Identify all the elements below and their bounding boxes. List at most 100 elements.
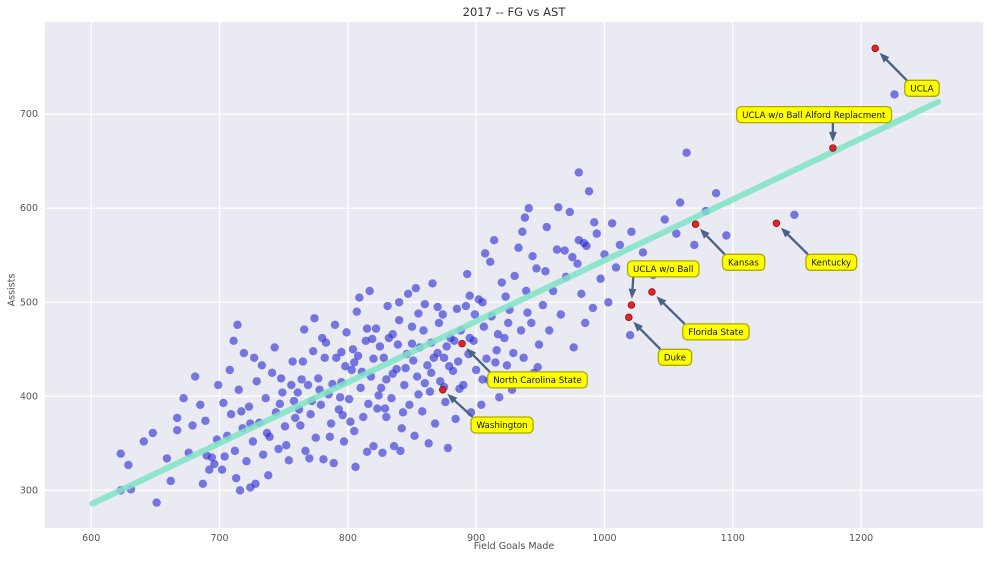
data-point — [545, 326, 554, 335]
data-point — [532, 264, 541, 273]
data-point — [162, 454, 172, 463]
data-point — [491, 358, 500, 367]
annotation-arrowhead — [780, 227, 791, 238]
data-point — [355, 293, 364, 302]
data-point — [471, 365, 481, 375]
data-point — [418, 407, 427, 416]
data-point — [205, 465, 214, 474]
annotation-label-text: Washington — [477, 421, 528, 431]
data-point — [166, 476, 175, 486]
data-point — [519, 353, 528, 362]
data-point — [711, 188, 721, 198]
x-tick-label: 700 — [210, 533, 228, 544]
data-point — [400, 380, 409, 390]
data-point — [342, 328, 351, 337]
annotation-arrowhead — [447, 393, 458, 404]
annotation-label-box — [657, 348, 693, 366]
data-point — [190, 372, 200, 381]
data-point — [470, 310, 480, 319]
data-point — [625, 330, 635, 340]
annotation-label-text: UCLA w/o Ball Alford Replacment — [742, 111, 886, 121]
data-point — [411, 283, 421, 293]
data-point — [284, 456, 294, 465]
data-point — [249, 353, 259, 362]
data-point — [568, 252, 577, 262]
data-point — [577, 289, 586, 299]
data-point — [461, 301, 471, 311]
data-point — [690, 240, 699, 250]
annotated-point — [829, 144, 837, 152]
data-point — [329, 458, 338, 468]
data-point — [560, 246, 569, 255]
data-point — [478, 375, 487, 384]
data-point — [611, 263, 621, 272]
data-point — [262, 428, 272, 438]
data-point — [434, 318, 444, 328]
data-point — [369, 354, 378, 363]
data-point — [424, 439, 433, 448]
data-point — [523, 308, 532, 317]
data-point — [210, 459, 219, 469]
data-point — [172, 413, 182, 423]
data-point — [412, 372, 422, 381]
data-point — [301, 446, 310, 456]
data-point — [341, 362, 350, 371]
data-point — [442, 342, 451, 351]
data-point — [305, 454, 314, 463]
data-point — [420, 378, 430, 388]
y-tick-label: 500 — [20, 297, 38, 308]
chart-title: 2017 -- FG vs AST — [462, 5, 566, 19]
data-point — [444, 362, 454, 371]
data-point — [330, 320, 340, 330]
annotation-label-box — [805, 253, 858, 271]
data-point — [573, 259, 582, 268]
data-point — [388, 369, 397, 378]
x-tick-label: 900 — [467, 533, 485, 544]
annotation-arrow — [631, 276, 635, 292]
data-point — [116, 449, 125, 458]
data-point — [439, 353, 449, 362]
data-point — [270, 343, 279, 352]
data-point — [596, 274, 605, 283]
data-point — [441, 397, 450, 407]
annotation-label-box — [626, 260, 700, 278]
data-point — [296, 421, 305, 430]
data-point — [465, 333, 474, 343]
data-point — [492, 346, 501, 355]
data-point — [124, 460, 133, 470]
annotation-arrow — [638, 326, 662, 351]
y-tick-label: 700 — [20, 109, 38, 120]
data-point — [396, 446, 405, 456]
annotation-label-text: UCLA w/o Ball — [633, 265, 693, 275]
data-point — [289, 396, 299, 406]
data-point — [394, 298, 404, 307]
data-point — [477, 400, 486, 409]
data-point — [234, 385, 243, 394]
data-point — [380, 404, 390, 413]
data-point — [574, 168, 584, 177]
data-point — [455, 384, 464, 394]
data-point — [288, 357, 297, 366]
data-point — [638, 248, 648, 257]
data-point — [198, 479, 208, 488]
data-point — [533, 362, 542, 372]
data-point — [427, 368, 436, 378]
annotation-arrowhead — [466, 348, 477, 358]
data-point — [433, 302, 442, 312]
data-point — [569, 343, 578, 352]
data-point — [361, 336, 370, 346]
data-point — [352, 307, 362, 316]
annotation-arrowhead — [628, 288, 637, 299]
data-point — [252, 377, 261, 386]
data-point — [382, 412, 391, 422]
data-point — [419, 326, 428, 335]
data-point — [139, 437, 149, 446]
annotation-label-text: Duke — [664, 354, 686, 364]
data-point — [350, 358, 359, 367]
data-point — [388, 330, 397, 339]
data-point — [316, 400, 326, 409]
data-point — [524, 204, 533, 213]
data-point — [407, 322, 417, 331]
data-point — [450, 336, 459, 346]
data-point — [353, 351, 363, 361]
